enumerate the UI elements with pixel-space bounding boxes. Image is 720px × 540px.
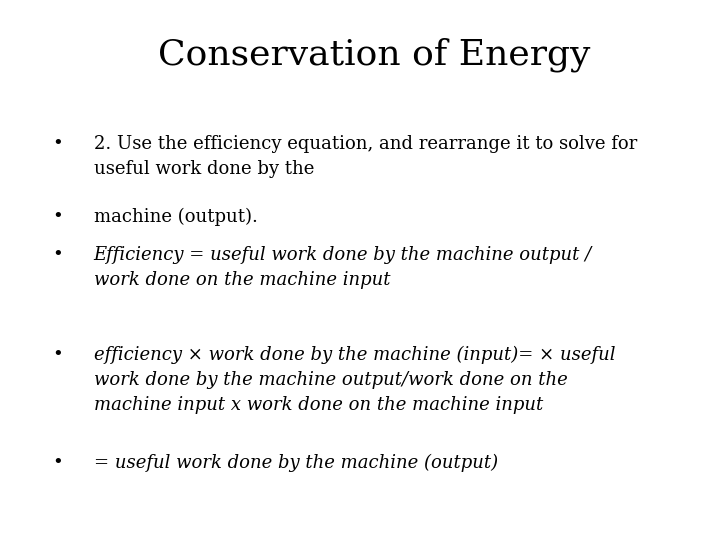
Text: Efficiency = useful work done by the machine output /
work done on the machine i: Efficiency = useful work done by the mac… xyxy=(94,246,592,289)
Text: 2. Use the efficiency equation, and rearrange it to solve for
useful work done b: 2. Use the efficiency equation, and rear… xyxy=(94,135,637,178)
Text: = useful work done by the machine (output): = useful work done by the machine (outpu… xyxy=(94,454,498,472)
Text: •: • xyxy=(53,346,63,363)
Text: •: • xyxy=(53,208,63,226)
Text: efficiency × work done by the machine (input)= × useful
work done by the machine: efficiency × work done by the machine (i… xyxy=(94,346,615,414)
Text: •: • xyxy=(53,454,63,471)
Text: •: • xyxy=(53,135,63,153)
Text: machine (output).: machine (output). xyxy=(94,208,258,226)
Text: •: • xyxy=(53,246,63,264)
Text: Conservation of Energy: Conservation of Energy xyxy=(158,38,590,72)
